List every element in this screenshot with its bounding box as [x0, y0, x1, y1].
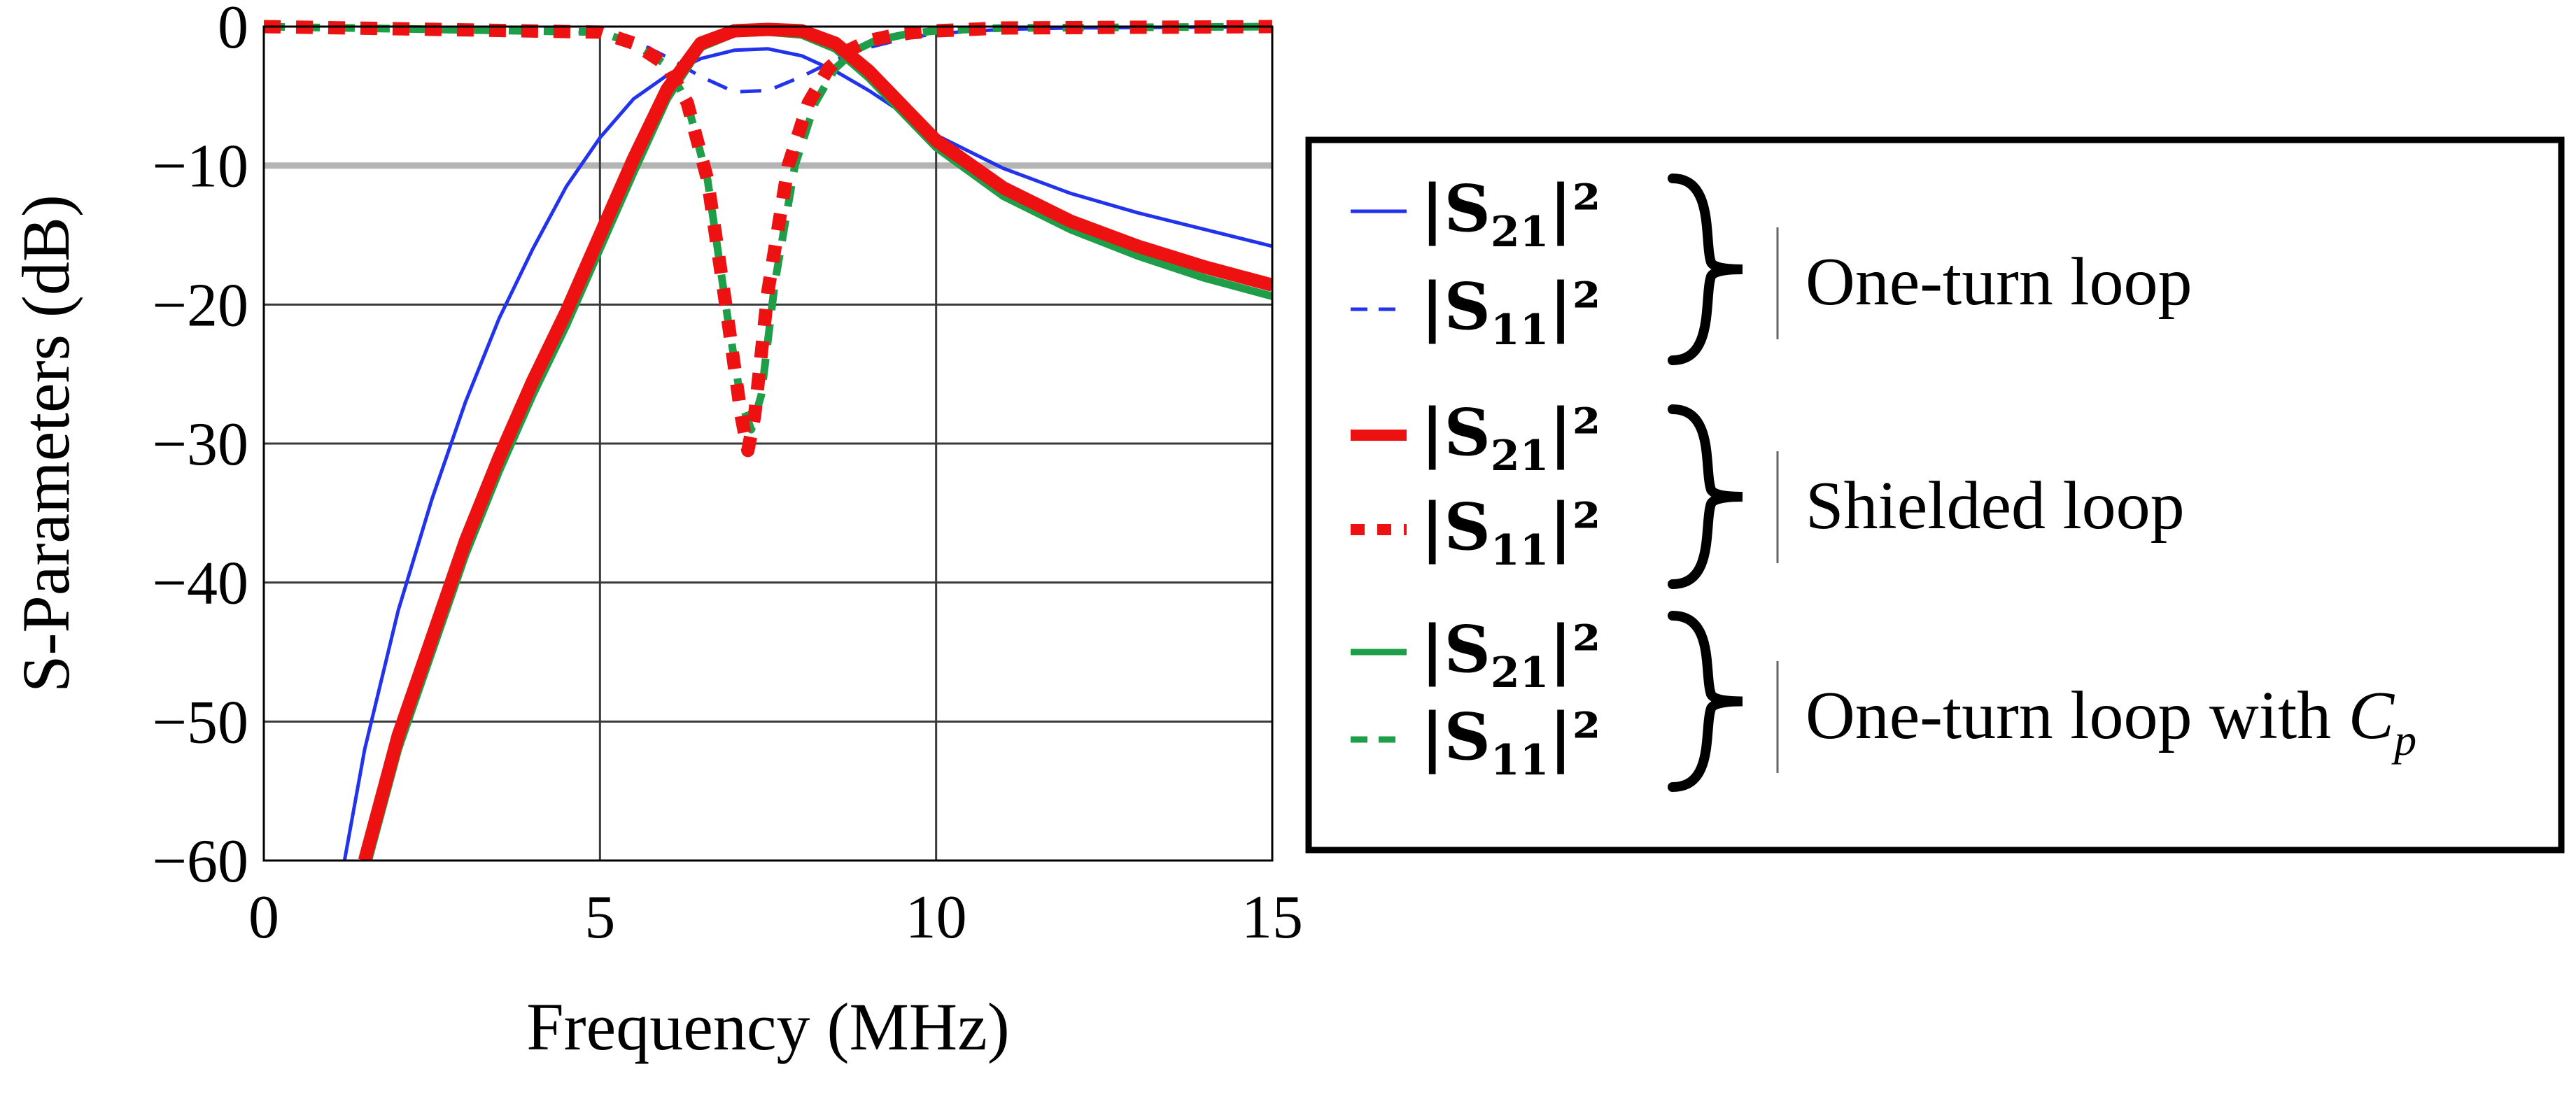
legend-group-label: One-turn loop	[1806, 244, 2193, 320]
y-tick-label: −10	[152, 133, 248, 201]
legend-brace	[1668, 404, 1743, 589]
series-line-2	[358, 22, 1272, 861]
y-tick-label: −40	[152, 550, 248, 618]
legend-term: |S11|²	[1421, 699, 1600, 785]
y-tick-label: −60	[152, 828, 248, 896]
legend-box	[1305, 136, 2565, 854]
legend-term: |S21|²	[1421, 611, 1600, 698]
legend-brace	[1668, 611, 1743, 792]
legend-term: |S21|²	[1421, 171, 1600, 257]
legend-brace	[1668, 174, 1743, 365]
y-tick-label: −30	[152, 411, 248, 479]
legend: |S21|²|S11|²|S21|²|S11|²|S21|²|S11|²One-…	[1305, 136, 2565, 854]
legend-term: |S11|²	[1421, 489, 1600, 575]
x-tick-label: 10	[906, 884, 967, 951]
x-tick-label: 15	[1241, 884, 1303, 951]
ticks: 0−10−20−30−40−50−600 5 10 15	[152, 0, 1303, 951]
legend-term: |S11|²	[1421, 269, 1600, 355]
legend-group-label: One-turn loop with Cp	[1806, 678, 2416, 765]
plot-frame	[262, 25, 1274, 862]
legend-term: |S21|²	[1421, 395, 1600, 481]
x-tick-label: 0	[248, 884, 279, 951]
x-axis-title: Frequency (MHz)	[526, 989, 1009, 1064]
series-line-3	[264, 20, 1272, 458]
y-tick-label: 0	[218, 0, 248, 62]
x-tick-label: 5	[584, 884, 615, 951]
series	[264, 20, 1272, 861]
series-line-5	[264, 22, 1272, 434]
series-line-0	[342, 47, 1272, 861]
y-axis-title: S-Parameters (dB)	[8, 194, 83, 693]
y-tick-label: −20	[152, 271, 248, 339]
y-tick-label: −50	[152, 688, 248, 756]
legend-group-label: Shielded loop	[1806, 468, 2185, 544]
